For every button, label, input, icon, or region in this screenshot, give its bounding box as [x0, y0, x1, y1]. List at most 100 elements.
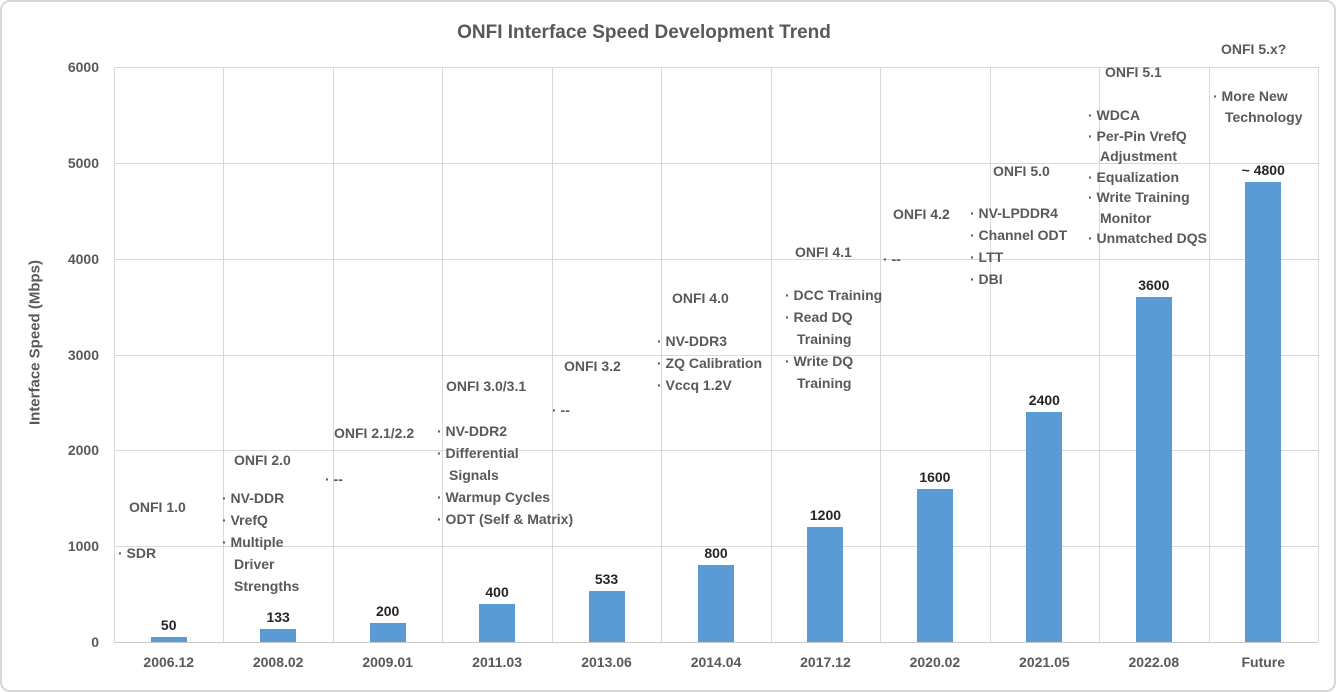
- x-tick-label: 2008.02: [252, 654, 304, 670]
- gridline-vertical: [442, 67, 444, 642]
- bar-value-label: 3600: [1138, 277, 1170, 293]
- bar-value-label: 133: [266, 609, 290, 626]
- gridline-horizontal: [114, 546, 1318, 548]
- bar-value-label: 800: [704, 545, 728, 562]
- gridline-vertical: [223, 67, 225, 642]
- bar: [698, 565, 734, 642]
- bar: [807, 527, 844, 642]
- annotation-item: Technology: [1225, 109, 1303, 125]
- bar-value-label: ~ 4800: [1241, 162, 1285, 178]
- y-tick-label: 6000: [67, 59, 99, 75]
- annotation-list: · SDR: [118, 542, 156, 564]
- bar-value-label: 533: [594, 570, 619, 587]
- y-tick-label: 3000: [67, 346, 99, 363]
- bar-value-label: 200: [375, 602, 400, 619]
- annotation-header: ONFI 4.0: [672, 290, 729, 306]
- annotation-header: ONFI 2.0: [234, 452, 291, 468]
- annotation-item: Adjustment: [1100, 148, 1177, 164]
- annotation-item: · Write Training: [1088, 189, 1190, 205]
- annotation-item: · SDR: [118, 545, 157, 561]
- annotation-item: · LTT: [970, 249, 1004, 265]
- annotation-item: · DCC Training: [785, 287, 883, 303]
- annotation-list: · --: [552, 399, 570, 421]
- annotation-header: ONFI 2.1/2.2: [334, 425, 415, 441]
- annotation-header: ONFI 4.1: [795, 244, 852, 260]
- annotation-item: · ZQ Calibration: [657, 355, 762, 371]
- annotation-item: Signals: [449, 467, 499, 483]
- x-tick-label: 2017.12: [800, 654, 851, 670]
- x-tick-label: 2006.12: [143, 654, 195, 670]
- x-tick-label: 2020.02: [909, 654, 961, 670]
- annotation-item: Training: [797, 375, 852, 391]
- annotation-item: Strengths: [234, 578, 300, 594]
- annotation-list: · NV-DDR3 · ZQ Calibration · Vccq 1.2V: [657, 330, 762, 396]
- annotation-item: · NV-DDR: [222, 490, 285, 506]
- annotation-item: · Warmup Cycles: [437, 489, 551, 505]
- x-tick-label: 2022.08: [1128, 654, 1180, 670]
- annotation-list: · NV-DDR · VrefQ · Multiple Driver Strengths: [222, 487, 299, 597]
- annotation-item: · NV-DDR2: [437, 423, 508, 439]
- x-tick-label: Future: [1241, 654, 1286, 670]
- y-axis-line: [114, 67, 115, 642]
- bar: [260, 629, 297, 642]
- y-tick-label: 1000: [67, 538, 99, 555]
- y-tick-label: 0: [91, 634, 99, 650]
- gridline-horizontal: [114, 450, 1318, 452]
- bar: [479, 603, 516, 642]
- annotation-item: · NV-DDR3: [657, 333, 728, 349]
- annotation-item: · DBI: [970, 271, 1003, 287]
- annotation-header: ONFI 3.2: [564, 358, 621, 374]
- gridline-vertical: [770, 67, 772, 642]
- annotation-item: · Differential: [437, 445, 519, 461]
- y-tick-label: 2000: [67, 442, 99, 459]
- bar: [1026, 412, 1063, 642]
- y-tick-label: 4000: [67, 250, 99, 267]
- gridline-vertical: [1318, 67, 1319, 642]
- x-tick-label: 2021.05: [1019, 654, 1070, 670]
- annotation-header: ONFI 5.1: [1105, 64, 1162, 80]
- bar: [1245, 182, 1282, 642]
- x-tick-label: 2013.06: [581, 654, 632, 670]
- annotation-list: · NV-DDR2 · Differential Signals · Warmup C…: [437, 420, 573, 530]
- bar: [1135, 297, 1172, 642]
- gridline-vertical: [880, 67, 882, 642]
- annotation-item: · Vccq 1.2V: [657, 377, 732, 393]
- annotation-header: ONFI 4.2: [893, 206, 950, 222]
- annotation-list: · More New Technology: [1213, 86, 1303, 128]
- gridline-vertical: [551, 67, 553, 642]
- annotation-item: · NV-LPDDR4: [970, 205, 1058, 221]
- annotation-header: ONFI 5.0: [993, 163, 1050, 179]
- annotation-item: · Equalization: [1088, 168, 1179, 185]
- annotation-list: · DCC Training · Read DQ Training · Write D…: [785, 284, 882, 394]
- annotation-list: · NV-LPDDR4 · Channel ODT · LTT · DBI: [970, 202, 1067, 290]
- annotation-item: · Write DQ: [785, 353, 854, 369]
- gridline-vertical: [661, 67, 663, 642]
- gridline-vertical: [989, 67, 991, 642]
- gridline-horizontal: [114, 67, 1318, 68]
- annotation-item: · VrefQ: [222, 512, 268, 528]
- gridline-vertical: [332, 67, 334, 642]
- annotation-item: · Channel ODT: [970, 227, 1068, 243]
- x-tick-label: 2009.01: [362, 654, 413, 670]
- bar: [369, 622, 406, 642]
- bar-value-label: 400: [485, 583, 509, 600]
- annotation-item: · --: [883, 251, 901, 267]
- annotation-item: · Unmatched DQS: [1088, 230, 1208, 246]
- annotation-header: ONFI 3.0/3.1: [446, 378, 527, 394]
- annotation-list: · --: [325, 468, 343, 490]
- x-axis-line: [114, 642, 1318, 643]
- annotation-list: · WDCA · Per-Pin VrefQ Adjustment · Equaliz…: [1088, 105, 1207, 249]
- annotation-item: · Multiple: [222, 534, 284, 550]
- annotation-header: ONFI 5.x?: [1221, 41, 1287, 57]
- annotation-item: · Per-Pin VrefQ: [1088, 127, 1187, 144]
- annotation-item: · --: [325, 471, 343, 487]
- annotation-item: Training: [797, 331, 852, 347]
- annotation-list: · --: [883, 248, 901, 270]
- annotation-item: · WDCA: [1088, 107, 1141, 123]
- gridline-horizontal: [114, 354, 1318, 356]
- bar-value-label: 2400: [1028, 392, 1060, 408]
- gridline-vertical: [1208, 67, 1210, 642]
- bar: [150, 637, 187, 642]
- annotation-item: · --: [552, 402, 570, 418]
